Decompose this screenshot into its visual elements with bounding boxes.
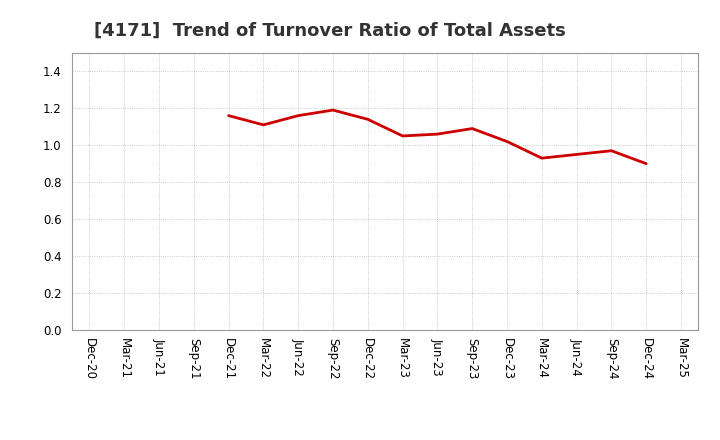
Text: [4171]  Trend of Turnover Ratio of Total Assets: [4171] Trend of Turnover Ratio of Total …	[94, 22, 565, 40]
